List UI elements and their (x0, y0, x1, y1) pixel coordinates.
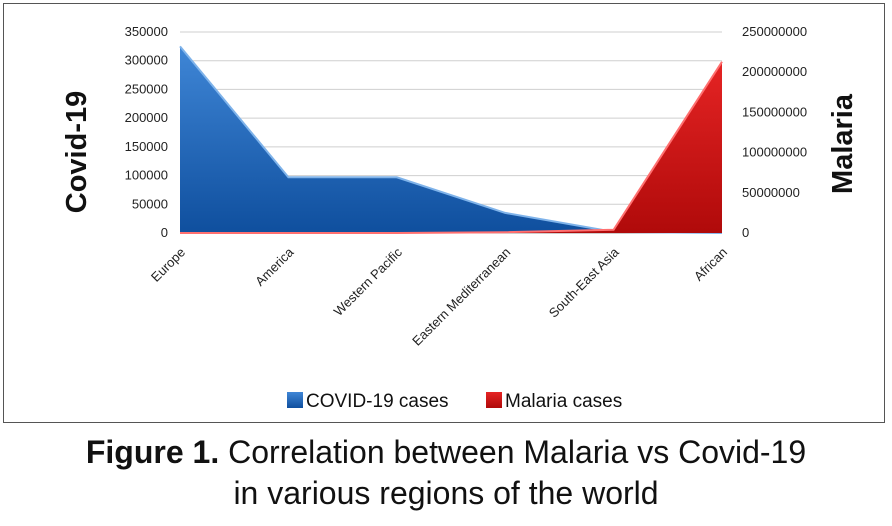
y2-tick-label: 100000000 (742, 145, 807, 160)
y2-axis-title: Malaria (827, 93, 859, 194)
y2-tick-label: 0 (742, 225, 749, 240)
category-label: America (252, 244, 297, 289)
y-tick-label: 50000 (132, 196, 168, 211)
caption-label: Figure 1. (85, 434, 220, 470)
legend: COVID-19 cases Malaria cases (287, 391, 622, 412)
area-top-edge (180, 61, 723, 234)
category-label: Western Pacific (331, 244, 406, 319)
y-tick-label: 350000 (125, 24, 168, 39)
y2-tick-label: 50000000 (742, 185, 800, 200)
chart-svg: 0 50000 100000 150000 200000 250000 300000 3500… (61, 24, 859, 412)
caption-line-1: Figure 1. Correlation between Malaria vs… (0, 432, 892, 473)
caption-text-1: Correlation between Malaria vs Covid-19 (228, 434, 807, 470)
category-label: African (691, 245, 730, 284)
legend-label-covid: COVID-19 cases (306, 391, 449, 412)
y2-tick-label: 200000000 (742, 64, 807, 79)
y2-tick-label: 150000000 (742, 104, 807, 119)
legend-swatch-malaria (486, 392, 502, 408)
y2-tick-label: 250000000 (742, 24, 807, 39)
y-axis-title: Covid-19 (61, 91, 93, 213)
caption-line-2: in various regions of the world (233, 475, 659, 511)
y-tick-label: 250000 (125, 81, 168, 96)
legend-label-malaria: Malaria cases (505, 391, 622, 412)
chart-frame: 0 50000 100000 150000 200000 250000 300000 3500… (3, 3, 885, 423)
area-series-covid (180, 46, 722, 233)
y-tick-label: 300000 (125, 53, 168, 68)
category-label: South-East Asia (546, 244, 623, 321)
figure-caption: Figure 1. Correlation between Malaria vs… (0, 432, 892, 514)
y-tick-label: 100000 (125, 168, 168, 183)
category-label: Europe (148, 245, 188, 285)
category-label: Eastern Mediterranean (409, 245, 513, 349)
y-tick-label: 200000 (125, 110, 168, 125)
y-tick-label: 0 (161, 225, 168, 240)
legend-swatch-covid (287, 392, 303, 408)
area-series-malaria (180, 61, 722, 233)
y-tick-label: 150000 (125, 139, 168, 154)
